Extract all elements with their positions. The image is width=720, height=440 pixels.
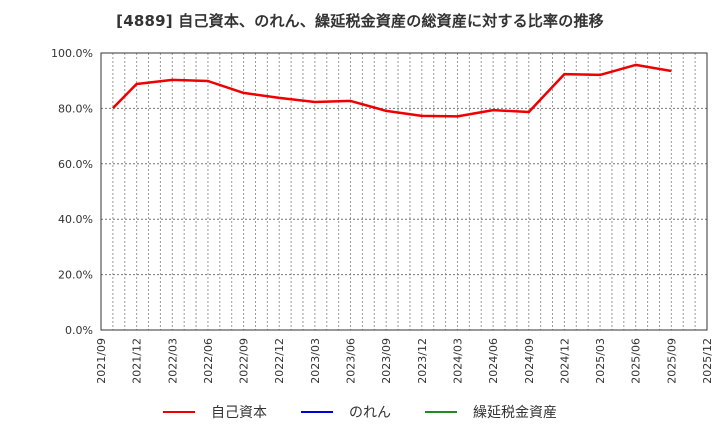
plot-frame <box>100 52 708 331</box>
x-tick-label: 2022/03 <box>166 338 179 384</box>
y-tick-label: 60.0% <box>58 158 93 171</box>
x-tick-label: 2025/06 <box>630 338 643 384</box>
x-tick-label: 2024/12 <box>558 338 571 384</box>
legend-label-equity: 自己資本 <box>211 405 267 421</box>
x-tick-label: 2024/06 <box>487 338 500 384</box>
x-tick-label: 2025/12 <box>701 338 714 384</box>
legend-item-goodwill: のれん <box>301 402 391 422</box>
series-line <box>112 63 672 118</box>
legend-label-deferred-tax: 繰延税金資産 <box>473 405 557 421</box>
legend-item-deferred-tax: 繰延税金資産 <box>425 402 557 422</box>
x-tick-label: 2025/09 <box>665 338 678 384</box>
x-tick-label: 2021/12 <box>131 338 144 384</box>
chart-legend: 自己資本 のれん 繰延税金資産 <box>0 402 720 422</box>
chart-title: [4889] 自己資本、のれん、繰延税金資産の総資産に対する比率の推移 <box>116 12 604 30</box>
x-tick-label: 2023/09 <box>380 338 393 384</box>
x-tick-label: 2023/06 <box>345 338 358 384</box>
legend-swatch-equity <box>163 411 195 413</box>
y-tick-label: 100.0% <box>51 47 93 60</box>
y-tick-label: 20.0% <box>58 269 93 282</box>
x-tick-label: 2021/09 <box>95 338 108 384</box>
x-tick-label: 2024/09 <box>523 338 536 384</box>
legend-label-goodwill: のれん <box>349 405 391 421</box>
legend-item-equity: 自己資本 <box>163 402 267 422</box>
y-tick-label: 40.0% <box>58 213 93 226</box>
x-tick-label: 2024/03 <box>451 338 464 384</box>
x-tick-label: 2023/03 <box>309 338 322 384</box>
x-tick-label: 2023/12 <box>416 338 429 384</box>
x-tick-label: 2022/06 <box>202 338 215 384</box>
x-tick-label: 2022/09 <box>238 338 251 384</box>
legend-swatch-deferred-tax <box>425 411 457 413</box>
x-tick-label: 2022/12 <box>273 338 286 384</box>
legend-swatch-goodwill <box>301 411 333 413</box>
y-tick-label: 80.0% <box>58 102 93 115</box>
x-tick-label: 2025/03 <box>594 338 607 384</box>
y-tick-label: 0.0% <box>65 324 93 337</box>
